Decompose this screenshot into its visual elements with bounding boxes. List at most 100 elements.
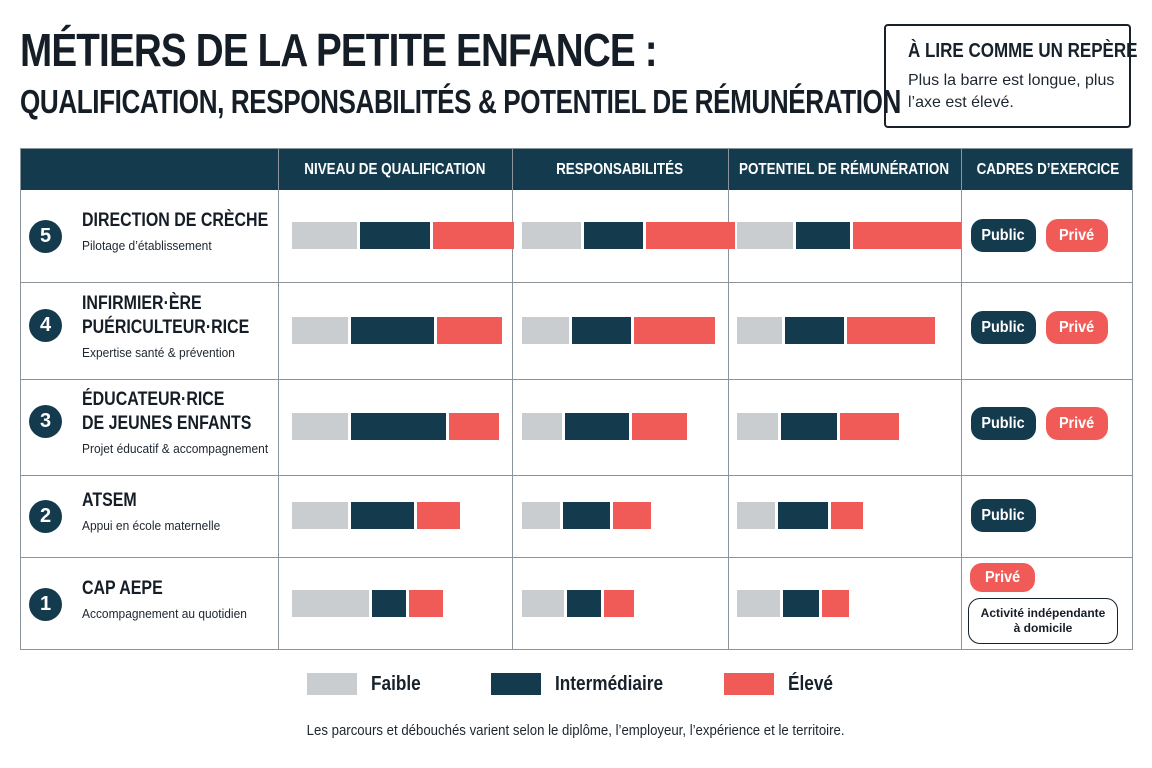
bar-segment-intermediaire [785,317,844,344]
rank-badge: 2 [29,500,62,533]
cadre-prive-tag: Privé [970,563,1035,592]
bar-segment-eleve [437,317,502,344]
job-title-block: ATSEM Appui en école maternelle [82,489,282,535]
bar-segment-eleve [613,502,651,529]
reading-hint-box: À LIRE COMME UN REPÈRE Plus la barre est… [884,24,1138,128]
legend-swatch-intermediaire [491,673,541,695]
job-description: Accompagnement au quotidien [82,606,247,621]
bar-segment-intermediaire [565,413,629,440]
job-title-block: DIRECTION DE CRÈCHE Pilotage d’établissem… [82,209,282,255]
row-divider [21,379,1132,380]
column-header-qualification: NIVEAU DE QUALIFICATION [303,160,486,178]
job-name: CAP AEPE [82,578,163,599]
legend-swatch-faible [307,673,357,695]
table-row: 3 ÉDUCATEUR·RICE DE JEUNES ENFANTS Projet … [21,379,1132,475]
column-divider [278,149,279,649]
row-divider [21,475,1132,476]
bar-segment-eleve [831,502,863,529]
bar-segment-faible [737,413,778,440]
legend-item-intermediaire: Intermédiaire [491,671,681,697]
bar-segment-intermediaire [572,317,631,344]
bar-segment-intermediaire [781,413,837,440]
table-row: 2 ATSEM Appui en école maternelle Public [21,475,1132,557]
column-divider [512,149,513,649]
column-header-responsabilites: RESPONSABILITÉS [556,160,683,178]
reading-hint-text: Plus la barre est longue, plus l’axe est… [908,72,1115,111]
cadre-prive-tag: Privé [1046,219,1108,252]
legend-item-faible: Faible [307,671,429,697]
bar-segment-faible [292,317,348,344]
bar-segment-faible [522,502,560,529]
job-description: Appui en école maternelle [82,518,221,533]
bar-segment-eleve [840,413,899,440]
bar-segment-faible [737,222,793,249]
job-name: DIRECTION DE CRÈCHE [82,210,269,231]
cadre-independant-tag: Activité indépendante à domicile [968,598,1118,644]
table-header: NIVEAU DE QUALIFICATION RESPONSABILITÉS … [21,149,1132,190]
column-header-remuneration: POTENTIEL DE RÉMUNÉRATION [738,160,950,178]
bar-segment-intermediaire [778,502,828,529]
table-row: 1 CAP AEPE Accompagnement au quotidien Priv… [21,557,1132,650]
reading-hint-title: À LIRE COMME UN REPÈRE [908,40,1138,62]
cadre-public-tag: Public [971,311,1036,344]
legend-label-faible: Faible [371,672,421,695]
bar-segment-faible [292,502,348,529]
careers-table: NIVEAU DE QUALIFICATION RESPONSABILITÉS … [20,148,1133,650]
bar-segment-intermediaire [372,590,406,617]
legend: Faible Intermédiaire Élevé [0,671,1152,697]
bar-segment-intermediaire [796,222,850,249]
bar-segment-faible [292,413,348,440]
rank-badge: 3 [29,405,62,438]
job-description: Expertise santé & prévention [82,345,235,360]
rank-badge: 5 [29,220,62,253]
bar-segment-faible [522,413,562,440]
cadre-public-tag: Public [971,407,1036,440]
row-divider [21,282,1132,283]
cadre-public-tag: Public [971,499,1036,532]
page-subtitle: QUALIFICATION, RESPONSABILITÉS & POTENTI… [20,83,901,120]
job-name: ÉDUCATEUR·RICE DE JEUNES ENFANTS [82,389,252,434]
bar-segment-eleve [604,590,634,617]
column-header-cadres: CADRES D’EXERCICE [976,160,1119,178]
bar-segment-faible [737,590,780,617]
bar-segment-eleve [822,590,849,617]
bar-segment-faible [522,317,569,344]
bar-segment-faible [522,222,581,249]
column-divider [728,149,729,649]
bar-segment-eleve [847,317,935,344]
legend-label-eleve: Élevé [788,672,833,695]
row-divider [21,557,1132,558]
bar-segment-eleve [632,413,687,440]
cadre-public-tag: Public [971,219,1036,252]
column-divider [961,149,962,649]
rank-badge: 4 [29,309,62,342]
bar-segment-eleve [853,222,961,249]
rank-badge: 1 [29,588,62,621]
bar-segment-intermediaire [567,590,601,617]
bar-segment-eleve [417,502,460,529]
bar-segment-intermediaire [351,413,446,440]
job-name: ATSEM [82,490,137,511]
legend-swatch-eleve [724,673,774,695]
bar-segment-intermediaire [351,317,434,344]
bar-segment-eleve [634,317,715,344]
page-title: MÉTIERS DE LA PETITE ENFANCE : [20,24,658,76]
footnote: Les parcours et débouchés varient selon … [307,722,845,739]
bar-segment-intermediaire [360,222,430,249]
job-description: Projet éducatif & accompagnement [82,441,269,456]
job-name: INFIRMIER·ÈRE PUÉRICULTEUR·RICE [82,293,250,338]
legend-item-eleve: Élevé [724,671,840,697]
job-title-block: INFIRMIER·ÈRE PUÉRICULTEUR·RICE Expertise… [82,292,282,362]
job-title-block: CAP AEPE Accompagnement au quotidien [82,577,282,623]
table-row: 5 DIRECTION DE CRÈCHE Pilotage d’établisse… [21,190,1132,282]
bar-segment-faible [292,590,369,617]
bar-segment-eleve [409,590,443,617]
bar-segment-faible [292,222,357,249]
bar-segment-faible [522,590,564,617]
bar-segment-intermediaire [783,590,819,617]
legend-label-intermediaire: Intermédiaire [555,672,664,695]
bar-segment-intermediaire [351,502,414,529]
table-row: 4 INFIRMIER·ÈRE PUÉRICULTEUR·RICE Expertis… [21,282,1132,379]
bar-segment-faible [737,502,775,529]
bar-segment-faible [737,317,782,344]
